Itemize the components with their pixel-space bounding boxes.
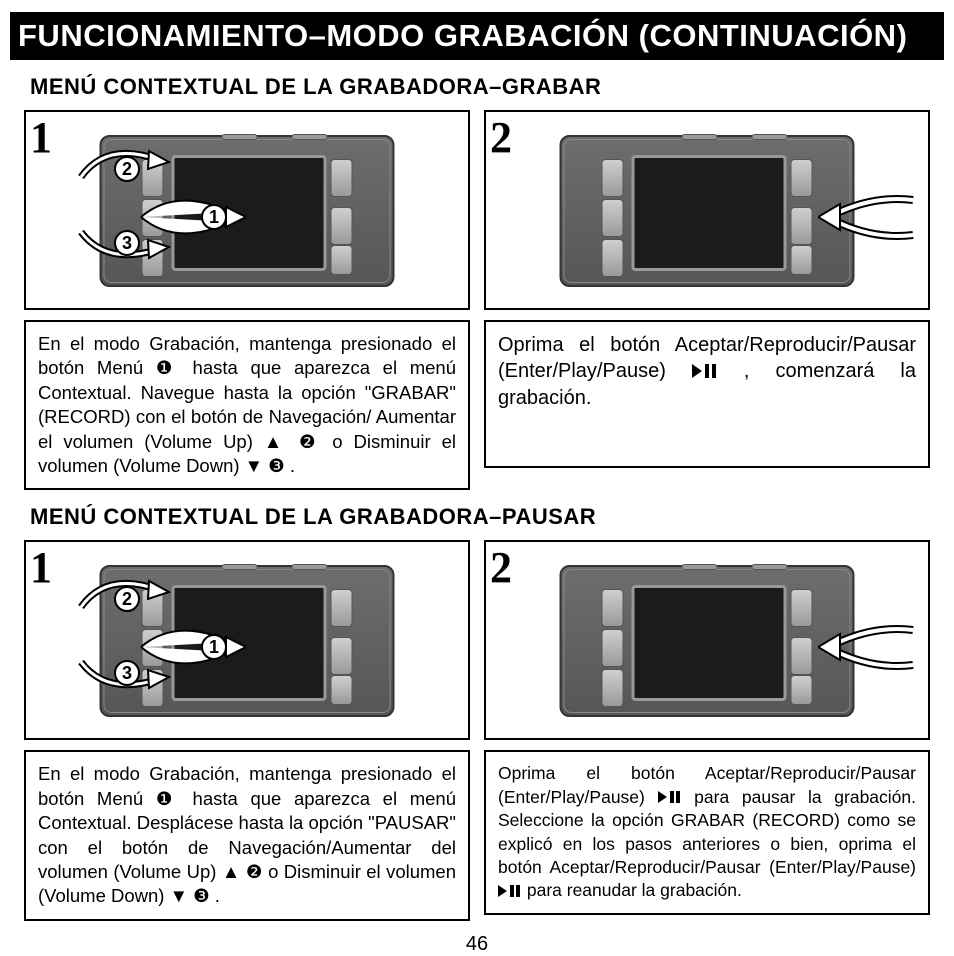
instruction-pausar-2: Oprima el botón Aceptar/Reproducir/Pausa… (484, 750, 930, 914)
play-pause-icon (498, 880, 522, 903)
step-number: 2 (490, 546, 512, 590)
callout-label-2: 2 (114, 156, 140, 182)
callout-label-3: 3 (114, 230, 140, 256)
illustration-grabar-2: 2 (484, 110, 930, 310)
device-graphic (100, 135, 395, 287)
illustration-pausar-2: 2 (484, 540, 930, 740)
row-pausar: 1 1 2 3 En el modo Grabación, mantenga p… (10, 540, 944, 920)
instruction-pausar-1: En el modo Grabación, mantenga presionad… (24, 750, 470, 920)
cell-pausar-1: 1 1 2 3 En el modo Grabación, mantenga p… (24, 540, 470, 920)
page-title: FUNCIONAMIENTO–MODO GRABACIÓN (CONTINUAC… (18, 18, 907, 53)
instruction-grabar-1: En el modo Grabación, mantenga presionad… (24, 320, 470, 490)
step-number: 1 (30, 116, 52, 160)
step-number: 2 (490, 116, 512, 160)
instruction-grabar-2: Oprima el botón Aceptar/Reproducir/Pausa… (484, 320, 930, 468)
row-grabar: 1 1 2 3 En el modo Grabaci (10, 110, 944, 490)
step-number: 1 (30, 546, 52, 590)
play-pause-icon (692, 359, 718, 385)
cell-grabar-1: 1 1 2 3 En el modo Grabaci (24, 110, 470, 490)
device-graphic (560, 135, 855, 287)
device-graphic (560, 565, 855, 717)
cell-grabar-2: 2 Oprima el botón Aceptar/Reproducir/Pau… (484, 110, 930, 490)
page-number: 46 (10, 933, 944, 956)
illustration-pausar-1: 1 1 2 3 (24, 540, 470, 740)
section-heading-pausar: MENÚ CONTEXTUAL DE LA GRABADORA–PAUSAR (30, 504, 944, 530)
page-title-bar: FUNCIONAMIENTO–MODO GRABACIÓN (CONTINUAC… (10, 12, 944, 60)
cell-pausar-2: 2 Oprima el botón Aceptar/Reproducir/Pau… (484, 540, 930, 920)
callout-label-1: 1 (201, 204, 227, 230)
section-heading-grabar: MENÚ CONTEXTUAL DE LA GRABADORA–GRABAR (30, 74, 944, 100)
illustration-grabar-1: 1 1 2 3 (24, 110, 470, 310)
device-graphic (100, 565, 395, 717)
play-pause-icon (658, 786, 682, 809)
